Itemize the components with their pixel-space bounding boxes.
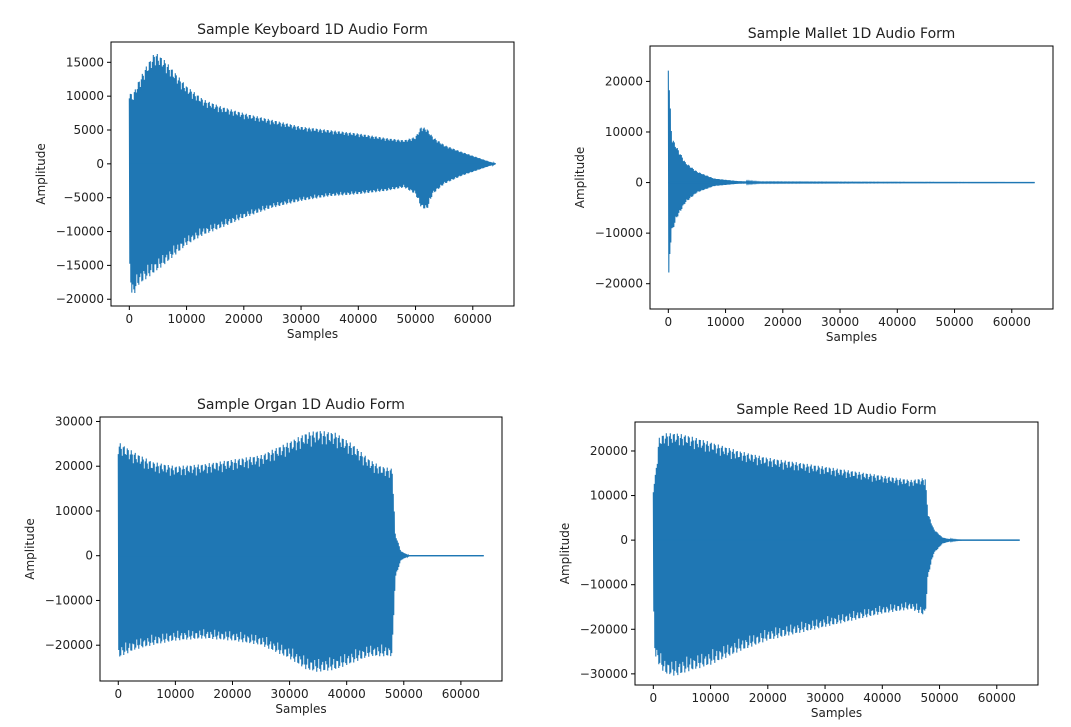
y-tick-label: −10000 [45, 593, 93, 607]
chart-title: Sample Organ 1D Audio Form [197, 397, 405, 413]
y-tick-label: −20000 [56, 292, 104, 306]
x-tick-label: 20000 [764, 315, 802, 329]
x-tick-label: 40000 [878, 315, 916, 329]
x-tick-label: 60000 [442, 687, 480, 701]
y-tick-label: 20000 [590, 444, 628, 458]
y-tick-label: 0 [85, 549, 93, 563]
chart-panel-2: 0 10000 20000 30000 40000 50000 60000 −20000 −10… [573, 26, 1054, 344]
y-tick-label: 10000 [66, 89, 104, 103]
y-tick-label: 10000 [55, 504, 93, 518]
waveform-series [128, 54, 496, 293]
x-tick-label: 20000 [213, 687, 251, 701]
x-tick-label: 10000 [706, 315, 744, 329]
y-axis-label: Amplitude [573, 147, 587, 209]
x-tick-label: 60000 [993, 315, 1031, 329]
y-axis-label: Amplitude [23, 518, 37, 580]
y-tick-label: −30000 [580, 667, 628, 681]
x-tick-label: 50000 [935, 315, 973, 329]
waveform-series [667, 70, 1035, 273]
x-tick-label: 10000 [156, 687, 194, 701]
waveform-series [652, 433, 1020, 676]
y-tick-label: 10000 [605, 125, 643, 139]
x-tick-label: 30000 [270, 687, 308, 701]
x-tick-label: 30000 [821, 315, 859, 329]
chart-title: Sample Mallet 1D Audio Form [748, 26, 956, 42]
x-tick-label: 40000 [328, 687, 366, 701]
x-tick-label: 0 [664, 315, 672, 329]
y-tick-label: −15000 [56, 258, 104, 272]
y-tick-label: 15000 [66, 55, 104, 69]
x-tick-label: 10000 [691, 691, 729, 705]
x-tick-label: 20000 [225, 312, 263, 326]
y-tick-label: −5000 [63, 191, 104, 205]
x-tick-label: 40000 [339, 312, 377, 326]
plot-frame [99, 416, 503, 682]
x-tick-label: 0 [125, 312, 133, 326]
x-tick-label: 50000 [920, 691, 958, 705]
y-tick-label: 0 [635, 176, 643, 190]
y-tick-label: 0 [620, 533, 628, 547]
y-tick-label: −10000 [580, 578, 628, 592]
x-tick-label: 20000 [749, 691, 787, 705]
x-axis-label: Samples [811, 706, 862, 720]
x-tick-label: 40000 [863, 691, 901, 705]
y-tick-label: 10000 [590, 489, 628, 503]
x-tick-label: 50000 [396, 312, 434, 326]
x-tick-label: 30000 [282, 312, 320, 326]
y-tick-label: −20000 [45, 638, 93, 652]
x-tick-label: 50000 [385, 687, 423, 701]
x-axis-label: Samples [826, 330, 877, 344]
y-tick-label: −10000 [56, 225, 104, 239]
chart-panel-1: 0 10000 20000 30000 40000 50000 60000−20000−15… [34, 22, 515, 341]
y-tick-label: −20000 [580, 622, 628, 636]
chart-panel-3: 0 10000 20000 30000 40000 50000 60000 −20000 −10… [23, 397, 503, 716]
plot-frame [634, 421, 1039, 686]
y-tick-label: −10000 [595, 226, 643, 240]
plot-frame [649, 45, 1054, 310]
y-tick-label: 30000 [55, 414, 93, 428]
x-tick-label: 10000 [167, 312, 205, 326]
chart-title: Sample Reed 1D Audio Form [736, 402, 936, 418]
y-axis-label: Amplitude [34, 143, 48, 205]
x-tick-label: 30000 [806, 691, 844, 705]
chart-panel-4: 0 10000 20000 30000 40000 50000 60000 −30000 −20… [558, 402, 1039, 720]
y-tick-label: 5000 [73, 123, 104, 137]
y-tick-label: 20000 [605, 74, 643, 88]
y-tick-label: −20000 [595, 277, 643, 291]
x-tick-label: 60000 [978, 691, 1016, 705]
plot-frame [110, 41, 515, 307]
x-tick-label: 0 [649, 691, 657, 705]
y-tick-label: 20000 [55, 459, 93, 473]
waveform-series [117, 431, 484, 672]
x-axis-label: Samples [287, 327, 338, 341]
y-tick-label: 0 [96, 157, 104, 171]
x-axis-label: Samples [275, 702, 326, 716]
x-tick-label: 0 [114, 687, 122, 701]
y-axis-label: Amplitude [558, 523, 572, 585]
chart-title: Sample Keyboard 1D Audio Form [197, 22, 428, 38]
x-tick-label: 60000 [454, 312, 492, 326]
